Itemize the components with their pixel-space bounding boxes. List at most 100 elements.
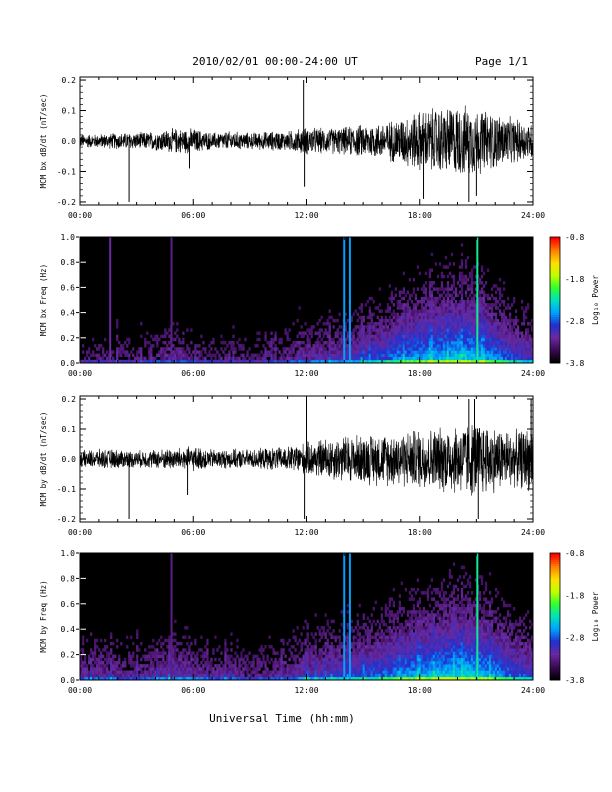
colorbar-swatch <box>550 285 560 288</box>
colorbar-swatch <box>550 608 560 611</box>
colorbar-swatch <box>550 561 560 564</box>
colorbar-swatch <box>550 633 560 636</box>
colorbar-swatch <box>550 264 560 267</box>
colorbar-swatch <box>550 656 560 660</box>
colorbar-swatch <box>550 289 560 292</box>
colorbar-by: -0.8 -1.8 -2.8 -3.8 Log₁₀ Power <box>549 549 600 685</box>
colorbar-swatch <box>550 601 560 605</box>
colorbar-swatch <box>550 648 560 651</box>
colorbar-swatch <box>550 270 560 274</box>
colorbar-swatch <box>550 559 560 562</box>
colorbar-swatch <box>550 652 560 655</box>
y-tick-label: -0.2 <box>57 198 76 207</box>
panel-bx-dbdt: 0.2 0.1 0.0 -0.1 -0.2 00:00 06:00 12:00 18:00 24:… <box>39 76 545 220</box>
x-tick-label: 12:00 <box>294 211 318 220</box>
spectral-band <box>348 553 351 680</box>
colorbar-swatch <box>550 629 560 632</box>
colorbar-swatch <box>550 667 560 670</box>
panel-by-spectrogram: 1.0 0.8 0.6 0.4 0.2 0.000:00 06:00 12:00 18:00 24… <box>39 549 545 695</box>
colorbar-swatch <box>550 557 560 560</box>
colorbar-swatch <box>550 637 560 641</box>
colorbar-swatch <box>550 677 560 681</box>
colorbar-swatch <box>550 310 560 313</box>
colorbar-swatch <box>550 660 560 664</box>
colorbar-label: Log₁₀ Power <box>591 275 600 325</box>
colorbar-swatch <box>550 616 560 620</box>
y-tick-label: 0.8 <box>61 258 76 267</box>
y-tick-label: -0.1 <box>57 485 76 494</box>
page-indicator: Page 1/1 <box>475 55 528 68</box>
y-tick-label: 0.1 <box>62 107 77 116</box>
colorbar-swatch <box>550 627 560 630</box>
colorbar-swatch <box>550 249 560 253</box>
colorbar-swatch <box>550 297 560 301</box>
colorbar-swatch <box>550 237 560 240</box>
series-line <box>80 425 533 496</box>
colorbar-swatch <box>550 239 560 242</box>
colorbar-swatch <box>550 612 560 615</box>
x-tick-label: 24:00 <box>521 211 545 220</box>
colorbar-swatch <box>550 281 560 284</box>
colorbar-swatch <box>550 304 560 307</box>
x-tick-label: 24:00 <box>521 369 545 378</box>
colorbar-swatch <box>550 618 560 622</box>
colorbar-swatch <box>550 329 560 332</box>
x-tick-label: 00:00 <box>68 528 92 537</box>
colorbar-swatch <box>550 650 560 653</box>
colorbar-swatch <box>550 663 560 666</box>
y-tick-label: 1.0 <box>61 233 76 242</box>
colorbar-swatch <box>550 306 560 309</box>
y-axis-label: MCM bx Freq (Hz) <box>39 264 48 336</box>
colorbar-swatch <box>550 247 560 250</box>
colorbar-swatch <box>550 266 560 269</box>
y-tick-label: 0.4 <box>61 309 76 318</box>
colorbar-swatch <box>550 597 560 600</box>
colorbar-swatch <box>550 344 560 347</box>
colorbar-frame <box>549 552 561 681</box>
colorbar-swatch <box>550 350 560 353</box>
y-tick-label: 1.0 <box>61 549 76 558</box>
colorbar-swatch <box>550 593 560 596</box>
colorbar-tick-label: -2.8 <box>565 634 584 643</box>
colorbar-swatch <box>550 671 560 675</box>
colorbar-swatch <box>550 291 560 295</box>
colorbar-tick-label: -0.8 <box>565 233 584 242</box>
colorbar-swatch <box>550 565 560 569</box>
colorbar-swatch <box>550 614 560 617</box>
colorbar-swatch <box>550 635 560 639</box>
y-tick-label: 0.2 <box>62 395 77 404</box>
colorbar-swatch <box>550 569 560 573</box>
colorbar-swatch <box>550 572 560 575</box>
y-tick-label: 0.0 <box>62 137 77 146</box>
colorbar-swatch <box>550 605 560 609</box>
colorbar-swatch <box>550 335 560 339</box>
colorbar-swatch <box>550 646 560 649</box>
colorbar-swatch <box>550 356 560 360</box>
colorbar-swatch <box>550 624 560 628</box>
colorbar-tick-label: -2.8 <box>565 317 584 326</box>
y-tick-label: 0.2 <box>61 651 76 660</box>
series-line <box>80 105 533 174</box>
x-tick-label: 18:00 <box>408 686 432 695</box>
colorbar-swatch <box>550 346 560 349</box>
colorbar-swatch <box>550 588 560 592</box>
colorbar-swatch <box>550 251 560 255</box>
colorbar-tick-label: -3.8 <box>565 676 584 685</box>
colorbar-swatch <box>550 654 560 658</box>
x-tick-label: 12:00 <box>294 686 318 695</box>
date-range-title: 2010/02/01 00:00-24:00 UT <box>192 55 358 68</box>
x-tick-label: 06:00 <box>181 369 205 378</box>
colorbar-swatch <box>550 586 560 590</box>
colorbar-swatch <box>550 555 560 558</box>
colorbar-swatch <box>550 327 560 330</box>
colorbar-swatch <box>550 276 560 280</box>
colorbar-swatch <box>550 658 560 662</box>
colorbar-tick-label: -1.8 <box>565 591 584 600</box>
spectrogram-cells <box>80 562 534 681</box>
colorbar-swatch <box>550 354 560 358</box>
colorbar-swatch <box>550 241 560 244</box>
colorbar-swatch <box>550 243 560 246</box>
colorbar-swatch <box>550 295 560 299</box>
y-tick-label: 0.1 <box>62 425 77 434</box>
colorbar-swatch <box>550 360 560 364</box>
